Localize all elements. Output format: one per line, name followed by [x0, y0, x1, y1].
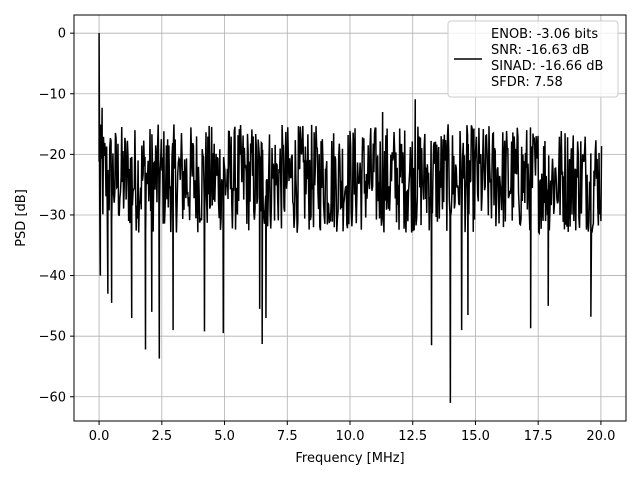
legend-label-line: SNR: -16.63 dB — [491, 43, 589, 58]
x-tick-label: 10.0 — [336, 429, 365, 444]
y-tick-label: −10 — [39, 87, 66, 102]
x-tick-label: 12.5 — [398, 429, 427, 444]
legend-label-line: SFDR: 7.58 — [491, 75, 563, 90]
x-tick-label: 2.5 — [151, 429, 172, 444]
tick-layer: 0.0 2.5 5.0 7.5 10.0 12.5 15.0 17.5 20.0 0 −10 −20 −… — [39, 27, 616, 444]
x-axis-label: Frequency [MHz] — [295, 451, 404, 466]
y-tick-label: −50 — [39, 330, 66, 345]
legend-label-line: ENOB: -3.06 bits — [491, 27, 598, 42]
y-axis-label: PSD [dB] — [14, 189, 29, 247]
psd-series-line — [98, 33, 603, 403]
y-tick-label: −60 — [39, 390, 66, 405]
x-tick-label: 5.0 — [214, 429, 235, 444]
y-tick-label: −40 — [39, 269, 66, 284]
legend-box — [447, 20, 619, 98]
y-tick-label: 0 — [58, 27, 66, 42]
x-tick-label: 7.5 — [277, 429, 298, 444]
legend-label: ENOB: -3.06 bits SNR: -16.63 dB SINAD: -16… — [491, 27, 603, 90]
y-tick-label: −20 — [39, 148, 66, 163]
x-tick-label: 17.5 — [524, 429, 553, 444]
y-tick-label: −30 — [39, 208, 66, 223]
x-tick-label: 20.0 — [586, 429, 615, 444]
legend: ENOB: -3.06 bits SNR: -16.63 dB SINAD: -16… — [447, 20, 619, 98]
x-tick-label: 15.0 — [461, 429, 490, 444]
series-layer — [98, 33, 603, 403]
x-tick-label: 0.0 — [89, 429, 110, 444]
legend-label-line: SINAD: -16.66 dB — [491, 59, 603, 74]
